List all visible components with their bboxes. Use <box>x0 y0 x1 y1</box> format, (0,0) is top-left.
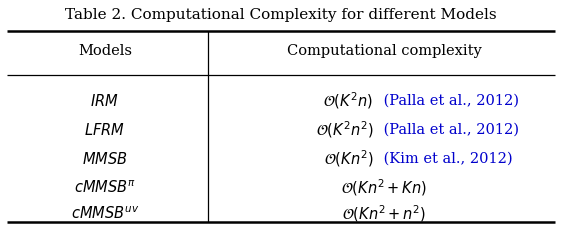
Text: (Kim et al., 2012): (Kim et al., 2012) <box>379 151 513 165</box>
Text: $\mathcal{O}(Kn^2 + n^2)$: $\mathcal{O}(Kn^2 + n^2)$ <box>342 203 427 223</box>
Text: Models: Models <box>78 43 132 57</box>
Text: (Palla et al., 2012): (Palla et al., 2012) <box>379 94 519 107</box>
Text: $\mathit{MMSB}$: $\mathit{MMSB}$ <box>82 151 128 166</box>
Text: $\mathit{LFRM}$: $\mathit{LFRM}$ <box>84 121 125 137</box>
Text: (Palla et al., 2012): (Palla et al., 2012) <box>379 122 519 136</box>
Text: $\mathcal{O}(Kn^2)$: $\mathcal{O}(Kn^2)$ <box>324 148 373 169</box>
Text: $\mathit{IRM}$: $\mathit{IRM}$ <box>90 93 119 109</box>
Text: $\mathcal{O}(K^2n^2)$: $\mathcal{O}(K^2n^2)$ <box>316 119 373 140</box>
Text: Computational complexity: Computational complexity <box>287 43 482 57</box>
Text: $\mathcal{O}(K^2n)$: $\mathcal{O}(K^2n)$ <box>323 90 373 111</box>
Text: $\mathcal{O}(Kn^2 + Kn)$: $\mathcal{O}(Kn^2 + Kn)$ <box>341 177 428 198</box>
Text: $c\mathit{MMSB}^{uv}$: $c\mathit{MMSB}^{uv}$ <box>71 205 139 221</box>
Text: Table 2. Computational Complexity for different Models: Table 2. Computational Complexity for di… <box>65 8 497 22</box>
Text: $c\mathit{MMSB}^{\pi}$: $c\mathit{MMSB}^{\pi}$ <box>74 179 136 196</box>
